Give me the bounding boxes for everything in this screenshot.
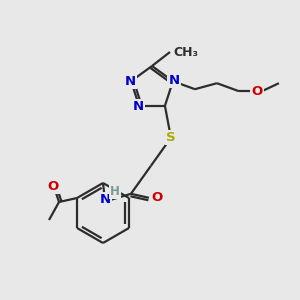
Text: N: N [99, 193, 110, 206]
Text: O: O [47, 179, 58, 193]
Text: H: H [110, 185, 120, 198]
Text: O: O [151, 191, 163, 204]
Text: N: N [124, 75, 136, 88]
Text: N: N [168, 74, 179, 87]
Text: O: O [251, 85, 262, 98]
Text: N: N [133, 100, 144, 113]
Text: S: S [166, 131, 176, 144]
Text: CH₃: CH₃ [173, 46, 198, 59]
